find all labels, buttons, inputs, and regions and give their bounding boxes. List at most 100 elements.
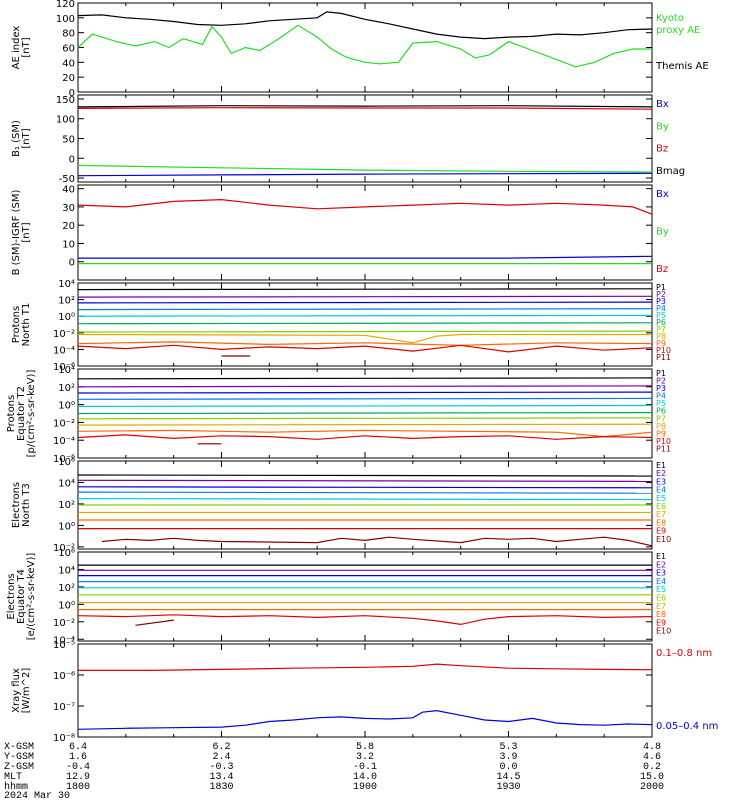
- y-tick-label: 10⁶: [58, 457, 75, 468]
- y-axis-title: North T1: [21, 303, 32, 347]
- legend-entry: P5: [656, 399, 666, 408]
- legend-entry: Bz: [656, 144, 668, 155]
- legend-entry: E1: [656, 552, 666, 561]
- y-tick-label: 10⁴: [58, 279, 75, 290]
- legend-entry: Bmag: [656, 166, 685, 177]
- ephemeris-value: 2.4: [212, 752, 230, 763]
- y-tick-label: 40: [62, 58, 75, 69]
- y-tick-label: 10⁻⁶: [53, 454, 75, 465]
- ephemeris-value: 15.0: [640, 772, 664, 783]
- series-line: [101, 536, 653, 547]
- series-line: [77, 341, 653, 346]
- ephemeris-value: 5.8: [356, 742, 374, 753]
- ephemeris-value: 1830: [209, 782, 233, 793]
- legend-entry: P3: [656, 384, 666, 393]
- legend-entry: E10: [656, 535, 671, 544]
- y-axis-title: [nT]: [21, 37, 32, 57]
- series-line: [77, 164, 653, 173]
- y-axis-title: [nT]: [21, 222, 32, 242]
- ephemeris-value: 1.6: [69, 752, 87, 763]
- legend-entry: E7: [656, 510, 666, 519]
- y-tick-label: 10⁻⁵: [53, 640, 75, 651]
- y-axis-title: [nT]: [21, 128, 32, 148]
- series-line: [77, 172, 653, 177]
- ephemeris-value: 4.6: [643, 752, 661, 763]
- legend-entry: P8: [656, 422, 666, 431]
- legend-entry: Bx: [656, 189, 669, 200]
- y-axis-title: Protons: [11, 306, 22, 343]
- series-line: [77, 295, 653, 298]
- series-line: [77, 498, 653, 501]
- y-tick-label: 0: [69, 88, 75, 99]
- legend-entry: E4: [656, 577, 666, 586]
- y-tick-label: 10⁻²: [53, 418, 75, 429]
- legend-entry: P8: [656, 332, 666, 341]
- y-tick-label: 10⁻⁴: [53, 436, 75, 447]
- legend-entry: Bz: [656, 264, 668, 275]
- legend-entry: P2: [656, 377, 666, 386]
- y-tick-label: 120: [56, 0, 75, 10]
- legend-entry: E1: [656, 461, 666, 470]
- series-line: [77, 474, 653, 477]
- y-tick-label: 40: [62, 185, 75, 196]
- legend-entry: P9: [656, 339, 666, 348]
- legend-entry: P1: [656, 283, 666, 292]
- legend-entry: proxy AE: [656, 25, 700, 36]
- legend-entry: P7: [656, 414, 666, 423]
- legend-entry: E3: [656, 569, 666, 578]
- ephemeris-value: 13.4: [209, 772, 233, 783]
- ephemeris-label: Y-GSM: [4, 752, 34, 763]
- series-line: [77, 397, 653, 400]
- y-tick-label: 10⁻²: [53, 329, 75, 340]
- ephemeris-value: 14.0: [353, 772, 377, 783]
- ephemeris-value: 6.2: [212, 742, 230, 753]
- legend-entry: P11: [656, 444, 671, 453]
- ephemeris-value: 2000: [640, 782, 664, 793]
- legend-entry: P5: [656, 311, 666, 320]
- y-tick-label: 10: [62, 239, 75, 250]
- series-line: [78, 255, 653, 259]
- panel-frame: [77, 2, 653, 93]
- panel-frame: [77, 282, 653, 367]
- panel-frame: [77, 184, 653, 281]
- legend-entry: 0.1–0.8 nm: [656, 648, 712, 659]
- series-line: [77, 429, 653, 438]
- ephemeris-value: -0.3: [209, 762, 233, 773]
- series-line: [77, 391, 653, 394]
- series-line: [77, 423, 653, 426]
- legend-entry: By: [656, 121, 669, 132]
- series-line: [77, 412, 653, 415]
- series-line: [77, 404, 653, 407]
- ephemeris-value: 6.4: [69, 742, 87, 753]
- y-axis-title: [p/(cm²-s-sr-keV)]: [26, 370, 37, 458]
- series-line: [77, 385, 653, 388]
- ephemeris-label: X-GSM: [4, 742, 34, 753]
- series-line: [77, 479, 653, 482]
- series-line: [77, 107, 653, 110]
- y-tick-label: -50: [59, 174, 75, 185]
- legend-entry: E6: [656, 502, 666, 511]
- legend-entry: E8: [656, 610, 666, 619]
- series-line: [77, 344, 653, 353]
- series-line: [77, 491, 653, 494]
- series-line: [77, 330, 653, 333]
- legend-entry: E9: [656, 527, 666, 536]
- y-tick-label: 10⁴: [58, 365, 75, 376]
- series-line: [77, 333, 652, 344]
- series-line: [77, 24, 652, 68]
- ephemeris-label: hhmm: [4, 781, 28, 793]
- y-tick-label: 100: [56, 115, 75, 126]
- series-line: [77, 417, 653, 420]
- y-tick-label: 10⁻⁸: [53, 733, 75, 744]
- ephemeris-label: Z-GSM: [4, 762, 34, 773]
- series-line: [77, 308, 653, 311]
- legend-entry: P4: [656, 304, 666, 313]
- ephemeris-value: 1800: [66, 782, 90, 793]
- legend-entry: Bx: [656, 99, 669, 110]
- y-axis-title: Electrons: [6, 573, 17, 619]
- y-axis-title: Electrons: [11, 482, 22, 528]
- series-line: [77, 198, 653, 215]
- ephemeris-table: X-GSM 6.4 6.2 5.8 5.3 4.8 Y-GSM 1.6 2.4 3.2 3.9 4.6…: [4, 742, 664, 800]
